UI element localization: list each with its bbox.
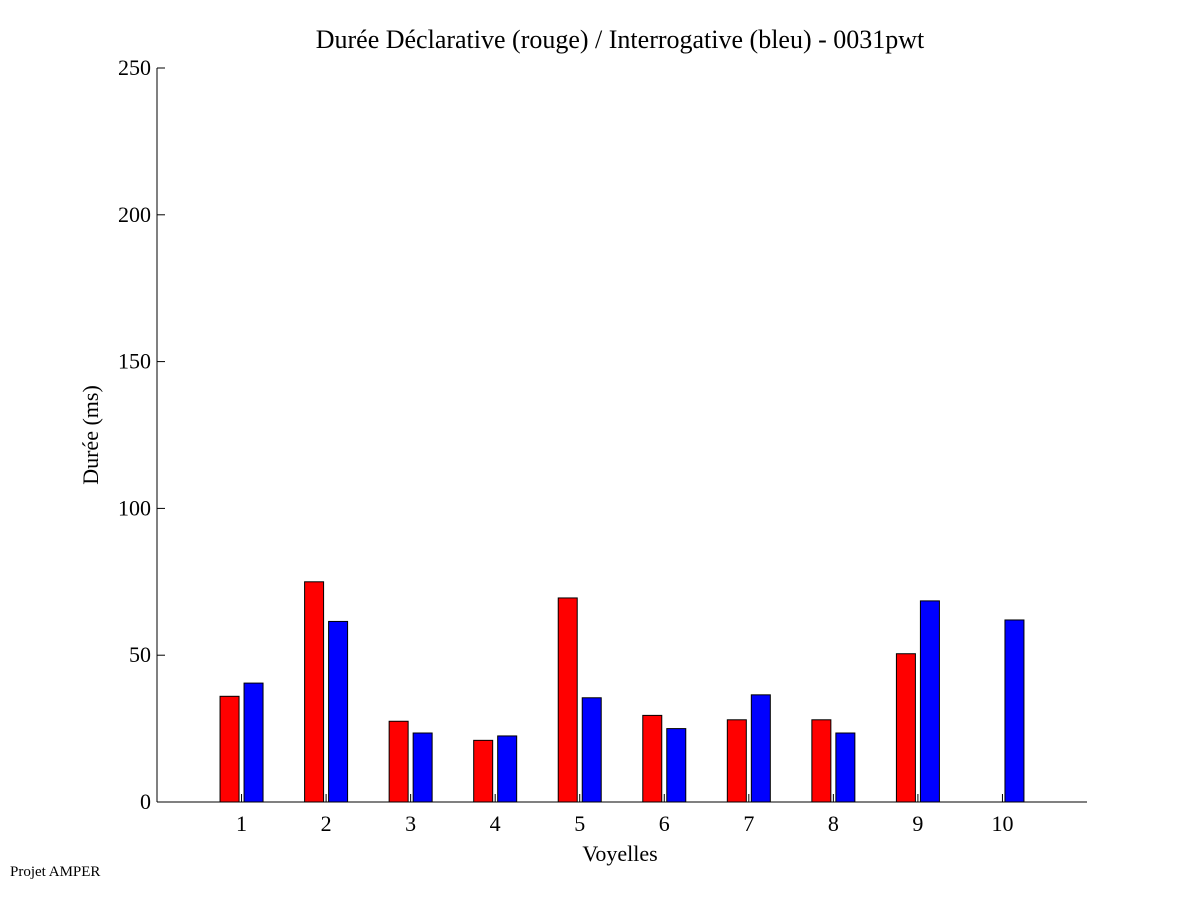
bar-series1-vowel-5 (557, 597, 578, 803)
axes-group (156, 68, 1087, 803)
bar-series1-vowel-4 (473, 739, 494, 803)
x-tick-label: 10 (991, 811, 1013, 836)
y-axis-label: Durée (ms) (78, 385, 103, 485)
y-tick-label: 150 (118, 349, 151, 374)
bar-series2-vowel-6 (666, 728, 687, 803)
bar-series1-vowel-2 (304, 581, 325, 803)
bar-series1-vowel-9 (895, 653, 916, 803)
bar-series2-vowel-5 (581, 697, 602, 803)
x-ticks-group: 1 2 3 4 5 6 7 8 9 10 (236, 794, 1013, 836)
bar-series2-vowel-1 (243, 682, 264, 803)
y-tick-label: 50 (129, 642, 151, 667)
bar-series1-vowel-7 (726, 719, 747, 803)
x-tick-label: 3 (405, 811, 416, 836)
bar-series2-vowel-8 (835, 732, 856, 803)
y-tick-label: 0 (140, 789, 151, 814)
bar-series1-vowel-3 (388, 720, 409, 803)
y-tick-label: 200 (118, 202, 151, 227)
bar-series1-vowel-6 (642, 714, 663, 803)
footer-credit: Projet AMPER (10, 864, 101, 880)
bar-series1-vowel-8 (811, 719, 832, 803)
x-tick-label: 2 (321, 811, 332, 836)
y-ticks-group: 0 50 100 150 200 250 (118, 55, 165, 814)
bar-series2-vowel-2 (328, 620, 349, 803)
bar-series2-vowel-9 (919, 600, 940, 803)
x-tick-label: 9 (912, 811, 923, 836)
y-tick-label: 250 (118, 55, 151, 80)
x-tick-label: 8 (828, 811, 839, 836)
bar-series2-vowel-7 (750, 694, 771, 803)
bar-series2-vowel-10 (1004, 619, 1025, 803)
x-tick-label: 1 (236, 811, 247, 836)
chart-title: Durée Déclarative (rouge) / Interrogativ… (316, 25, 925, 54)
bar-series1-vowel-1 (219, 695, 240, 803)
x-axis-label: Voyelles (582, 841, 657, 866)
x-tick-label: 5 (574, 811, 585, 836)
x-tick-label: 4 (490, 811, 501, 836)
y-tick-label: 100 (118, 495, 151, 520)
bars-group (219, 581, 1025, 803)
bar-series2-vowel-4 (497, 735, 518, 803)
bar-series2-vowel-3 (412, 732, 433, 803)
x-tick-label: 6 (659, 811, 670, 836)
x-tick-label: 7 (743, 811, 754, 836)
